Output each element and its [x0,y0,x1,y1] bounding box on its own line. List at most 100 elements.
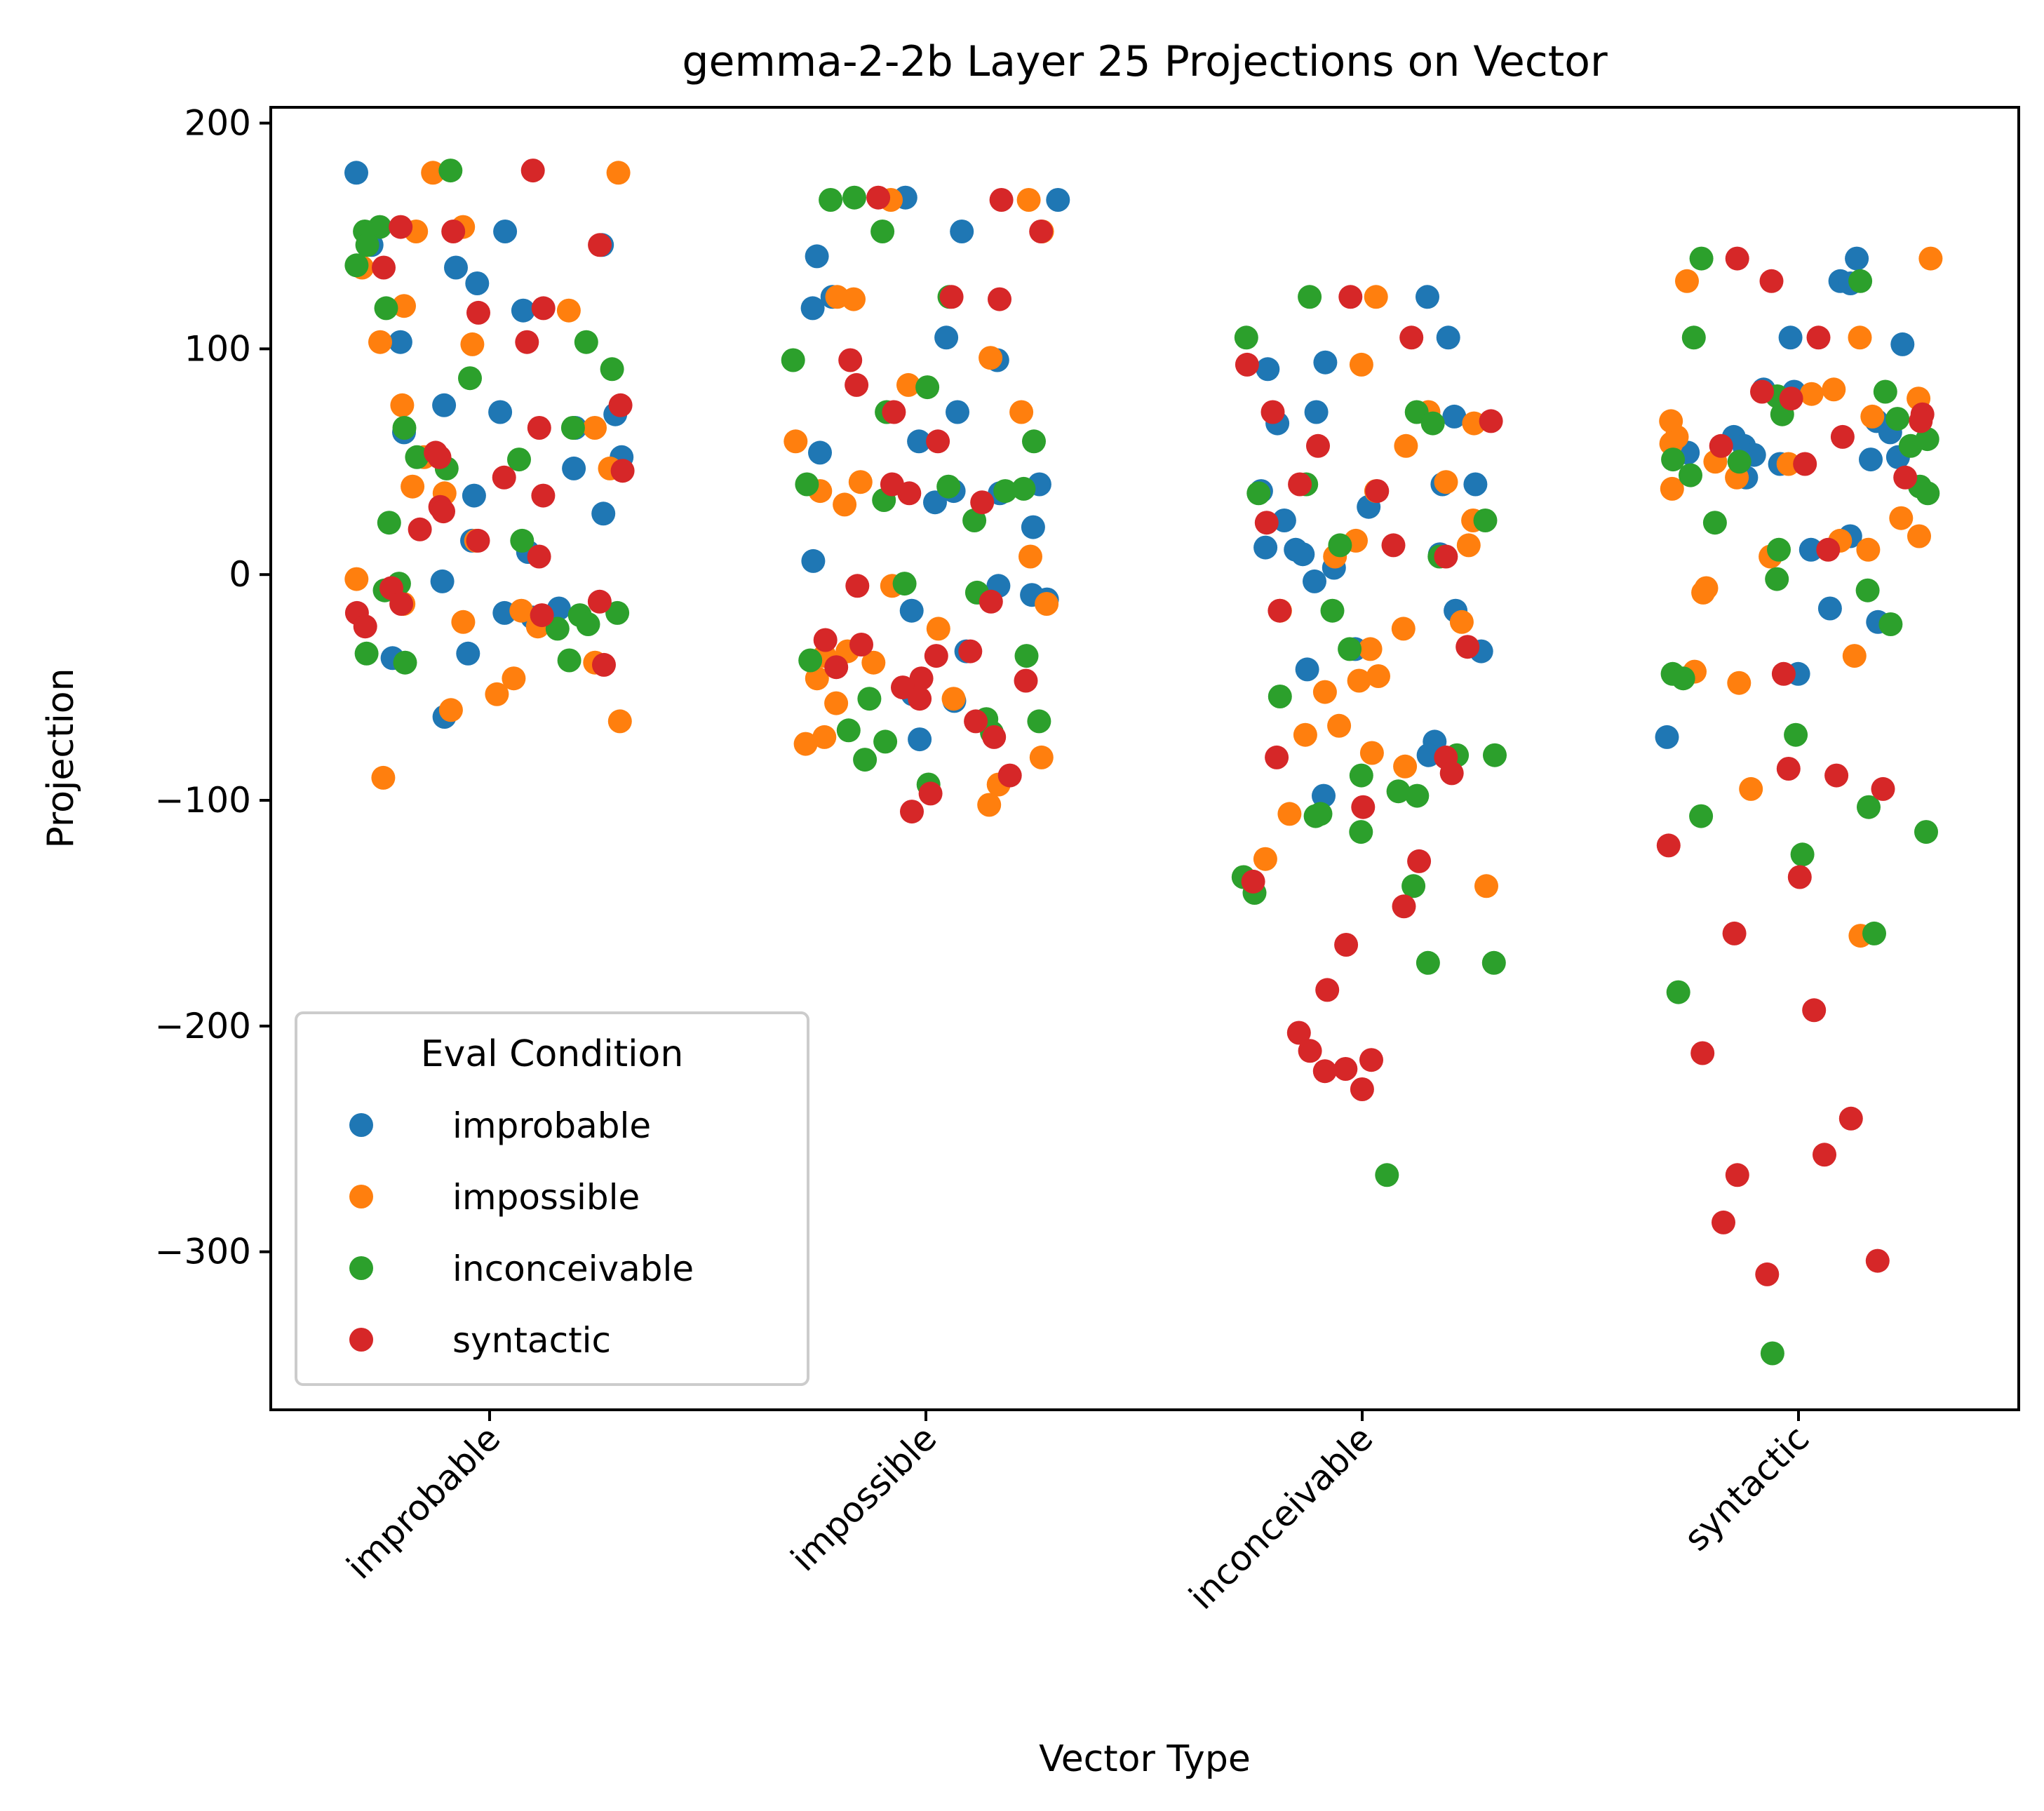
data-point-improbable [430,569,455,593]
data-point-impossible [1856,537,1881,562]
data-point-inconceivable [600,357,624,382]
legend-marker-improbable [349,1113,373,1137]
data-point-impossible [1277,802,1302,826]
data-point-syntactic [1909,409,1933,433]
data-point-inconceivable [873,729,898,754]
y-tick-label: −300 [155,1232,251,1272]
legend-box [295,1011,809,1386]
data-point-improbable [1778,325,1803,350]
data-point-inconceivable [458,366,482,391]
data-point-syntactic [531,483,556,508]
data-point-impossible [1312,680,1337,704]
chart-title: gemma-2-2b Layer 25 Projections on Vecto… [682,37,1608,86]
data-point-inconceivable [438,159,463,183]
data-point-improbable [1021,515,1045,539]
data-point-syntactic [866,185,891,210]
data-point-syntactic [964,709,988,734]
data-point-inconceivable [1727,450,1751,474]
data-point-improbable [1295,657,1319,682]
data-point-inconceivable [1916,481,1940,506]
legend-marker-inconceivable [349,1256,373,1280]
data-point-impossible [1889,506,1914,530]
data-point-inconceivable [1848,269,1873,293]
data-point-syntactic [813,628,838,652]
y-tick-label: 200 [184,103,251,144]
data-point-syntactic [1893,465,1918,490]
data-point-impossible [460,332,485,356]
data-point-syntactic [1750,379,1774,404]
data-point-impossible [1016,188,1041,212]
data-point-inconceivable [853,748,878,772]
data-point-inconceivable [1862,921,1886,945]
data-point-inconceivable [1681,325,1706,350]
data-point-syntactic [958,639,983,664]
data-point-syntactic [1787,865,1812,889]
data-point-syntactic [982,725,1007,749]
data-point-syntactic [1306,433,1330,458]
data-point-syntactic [924,644,948,668]
data-point-syntactic [824,655,849,680]
data-point-inconceivable [1689,804,1714,828]
data-point-inconceivable [1328,533,1352,558]
data-point-syntactic [1755,1262,1780,1286]
data-point-impossible [1691,580,1716,605]
data-point-inconceivable [1303,804,1328,828]
data-point-inconceivable [1679,463,1702,487]
data-point-improbable [511,298,535,323]
data-point-impossible [1358,637,1383,661]
data-point-impossible [926,617,950,641]
data-point-improbable [1859,447,1883,472]
data-point-impossible [1907,524,1931,548]
data-point-inconceivable [1027,709,1051,734]
data-point-inconceivable [545,617,570,641]
data-point-syntactic [1824,763,1849,788]
data-point-inconceivable [1320,598,1345,623]
data-point-inconceivable [798,648,823,673]
data-point-syntactic [1268,598,1292,623]
y-axis: 200 100 0 −100 −200 −300 [155,103,271,1272]
data-point-inconceivable [1873,379,1897,404]
data-point-syntactic [1434,544,1458,569]
data-point-impossible [451,610,476,634]
data-point-improbable [488,400,513,424]
data-point-inconceivable [560,416,585,440]
data-point-inconceivable [1416,950,1440,975]
data-point-improbable [808,440,832,465]
data-point-inconceivable [915,375,940,400]
data-point-syntactic [408,517,432,541]
data-point-improbable [934,325,959,350]
data-point-syntactic [1392,894,1416,919]
data-point-inconceivable [781,348,805,372]
data-point-impossible [1842,644,1867,668]
data-point-syntactic [1298,1039,1322,1063]
data-point-impossible [1860,404,1885,429]
data-point-impossible [1776,452,1801,476]
x-tick-label: syntactic [1676,1418,1817,1558]
data-point-inconceivable [836,718,861,743]
data-point-syntactic [1286,1021,1311,1045]
data-point-syntactic [1690,1041,1715,1065]
data-point-inconceivable [1666,980,1690,1004]
data-point-syntactic [1830,424,1855,449]
data-point-inconceivable [405,445,429,469]
data-point-syntactic [979,589,1003,614]
data-point-inconceivable [1022,429,1046,454]
data-point-impossible [833,492,857,517]
data-point-syntactic [891,675,915,700]
data-point-inconceivable [1790,842,1815,867]
data-point-inconceivable [1767,537,1791,562]
data-point-syntactic [1407,849,1432,873]
data-point-impossible [861,650,886,675]
data-point-inconceivable [1268,685,1292,708]
data-point-improbable [432,393,457,417]
data-point-syntactic [587,589,612,614]
data-point-syntactic [608,393,633,417]
data-point-impossible [607,709,632,734]
plot-area [344,159,1943,1366]
data-point-inconceivable [1011,476,1036,501]
x-axis-label: Vector Type [1039,1738,1251,1780]
data-point-syntactic [918,781,943,806]
data-point-impossible [1918,246,1943,271]
data-point-improbable [1798,537,1823,562]
data-point-syntactic [389,215,413,239]
